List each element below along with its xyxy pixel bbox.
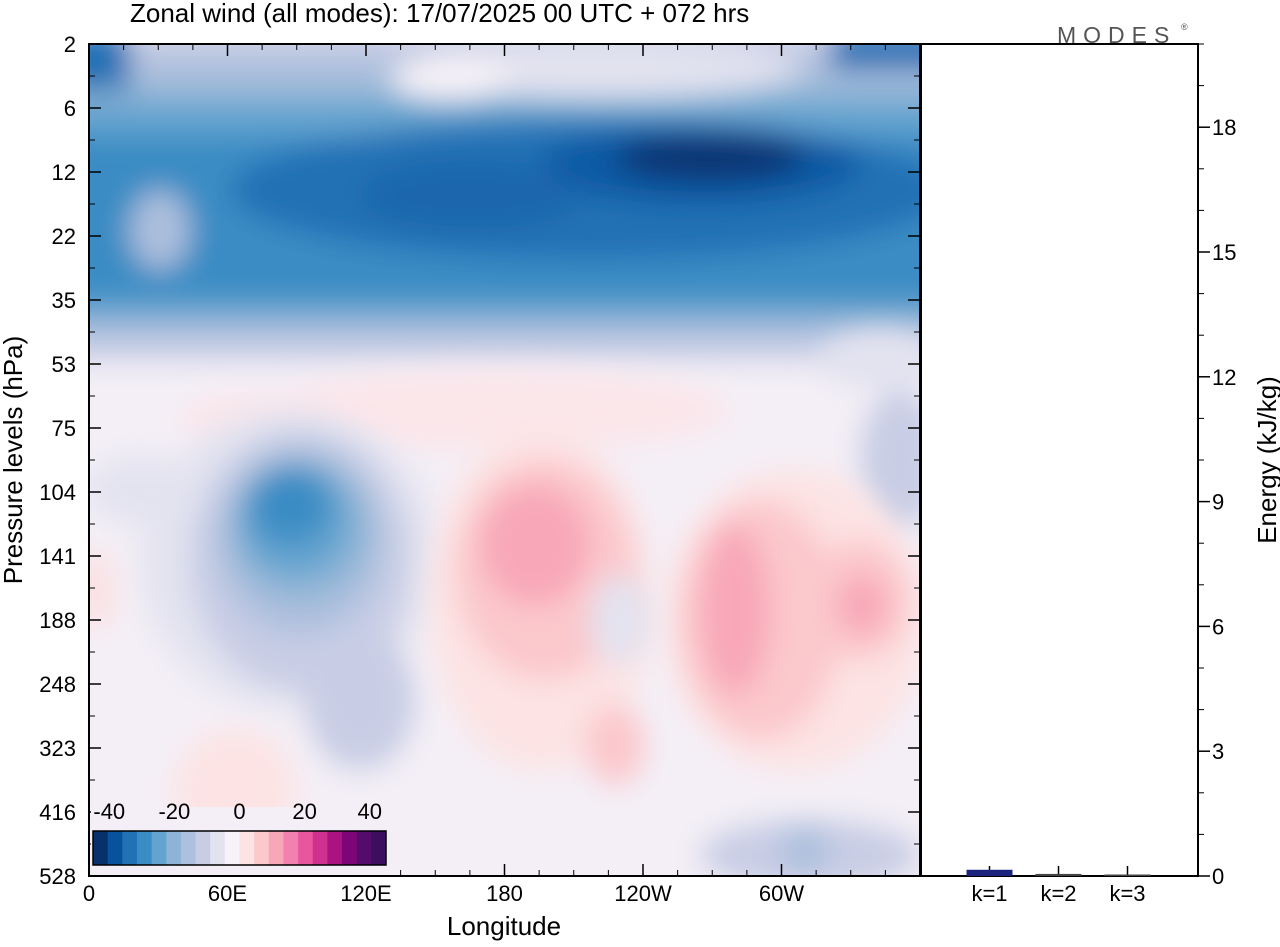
colorbar-swatch <box>166 831 182 865</box>
colorbar-swatch <box>239 831 255 865</box>
colorbar-swatch <box>342 831 358 865</box>
energy-y-tick-label: 18 <box>1212 115 1236 140</box>
colorbar-tick-label: 20 <box>292 799 316 824</box>
westerly-region-dateline <box>430 430 650 785</box>
colorbar-swatch <box>180 831 197 865</box>
colorbar: -40 -20 0 20 40 <box>91 799 391 875</box>
energy-y-tick-label: 0 <box>1212 864 1224 889</box>
heatmap-field <box>89 44 920 876</box>
x-tick-label: 120E <box>340 881 391 906</box>
colorbar-tick-label: 0 <box>233 799 245 824</box>
energy-bar <box>1104 874 1151 876</box>
energy-y-tick-label: 6 <box>1212 614 1224 639</box>
colorbar-swatch <box>210 831 226 865</box>
energy-panel-frame <box>920 43 1199 877</box>
y-tick-label: 22 <box>52 224 76 249</box>
energy-bar <box>1035 873 1082 876</box>
x-tick-label: 60E <box>208 881 247 906</box>
energy-category-label: k=2 <box>1040 881 1076 906</box>
energy-axis-title: Energy (kJ/kg) <box>1252 376 1280 544</box>
colorbar-frame <box>92 830 387 866</box>
x-tick-label: 180 <box>486 881 523 906</box>
x-tick-label: 60W <box>759 881 804 906</box>
colorbar-swatch <box>254 831 270 865</box>
y-tick-label: 248 <box>39 672 76 697</box>
colorbar-swatch <box>224 831 240 865</box>
x-tick-label: 120W <box>614 881 672 906</box>
colorbar-swatch <box>107 831 123 865</box>
y-tick-label: 104 <box>39 480 76 505</box>
y-tick-label: 75 <box>52 416 76 441</box>
colorbar-swatch <box>195 831 211 865</box>
x-tick-label: 0 <box>83 881 95 906</box>
colorbar-tick-label: 40 <box>357 799 381 824</box>
colorbar-swatch <box>327 831 343 865</box>
colorbar-tick-label: -20 <box>158 799 190 824</box>
longitude-axis: 0 60E 120E 180 120W 60W <box>83 44 921 906</box>
y-tick-label: 528 <box>39 864 76 889</box>
y-tick-label: 6 <box>64 96 76 121</box>
y-tick-label: 141 <box>39 544 76 569</box>
energy-bar <box>966 869 1013 876</box>
colorbar-swatch <box>122 831 138 865</box>
chart-title: Zonal wind (all modes): 17/07/2025 00 UT… <box>130 0 749 28</box>
y-tick-label: 2 <box>64 32 76 57</box>
colorbar-swatch <box>151 831 167 865</box>
y-tick-label: 323 <box>39 736 76 761</box>
easterly-jet-region <box>89 410 440 770</box>
energy-y-tick-label: 15 <box>1212 240 1236 265</box>
y-tick-label: 35 <box>52 288 76 313</box>
y-tick-label: 53 <box>52 352 76 377</box>
westerly-region-atlantic <box>665 470 920 770</box>
colorbar-swatch <box>312 831 328 865</box>
pressure-axis: 2 6 12 22 35 53 75 104 141 188 248 323 416 528 <box>39 32 920 889</box>
colorbar-swatch <box>93 831 109 865</box>
energy-category-label: k=3 <box>1109 881 1145 906</box>
energy-y-tick-label: 12 <box>1212 365 1236 390</box>
y-axis-title: Pressure levels (hPa) <box>0 336 28 585</box>
logo-registered-mark: ® <box>1181 22 1188 32</box>
y-tick-label: 416 <box>39 800 76 825</box>
colorbar-tick-label: -40 <box>93 799 125 824</box>
colorbar-swatch <box>136 831 153 865</box>
colorbar-swatch <box>268 831 284 865</box>
energy-category-label: k=1 <box>971 881 1007 906</box>
colorbar-swatch <box>371 831 387 865</box>
energy-y-tick-label: 9 <box>1212 490 1224 515</box>
energy-y-tick-label: 3 <box>1212 739 1224 764</box>
stratosphere-easterly-band <box>89 44 920 360</box>
x-axis-title: Longitude <box>447 911 561 941</box>
y-tick-label: 188 <box>39 608 76 633</box>
colorbar-swatch <box>283 831 299 865</box>
colorbar-swatch <box>298 831 314 865</box>
y-tick-label: 12 <box>52 160 76 185</box>
colorbar-swatch <box>356 831 372 865</box>
energy-bar-panel: 0 3 6 9 12 15 18 k=1 k=2 k=3 <box>966 43 1236 906</box>
